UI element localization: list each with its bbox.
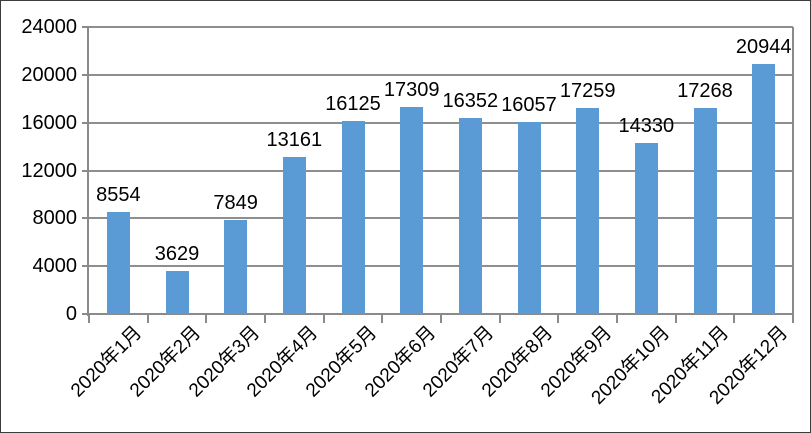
x-axis-label-m3: 2020年3月 [184,322,264,402]
x-axis-label-m1: 2020年1月 [67,322,147,402]
y-axis-line [87,27,89,316]
bar-value-label-m7: 16352 [442,90,499,113]
x-axis-label-m6: 2020年6月 [360,322,440,402]
y-axis-tick-label: 0 [65,303,77,325]
x-axis-tick [674,315,677,323]
x-axis-tick [792,315,794,323]
gridline-20000 [89,73,793,76]
bar-value-label-m11: 17268 [677,79,733,102]
bar-value-label-m6: 17309 [383,79,440,101]
y-axis-tick-label: 24000 [21,16,77,38]
x-axis-tick [733,315,736,323]
gridline-16000 [89,121,793,124]
plot-right-border [792,27,794,316]
x-axis-line [87,313,794,315]
bar-m6 [400,107,424,314]
x-axis-tick [557,315,560,323]
bar-m8 [517,121,541,314]
bar-m7 [458,118,482,314]
bar-value-label-m8: 16057 [501,93,557,116]
gridline-8000 [89,217,793,220]
y-axis-tick-label: 12000 [21,159,77,182]
bar-value-label-m9: 17259 [559,79,616,102]
bar-value-label-m5: 16125 [325,93,381,116]
y-axis-tick [82,73,89,76]
y-axis-tick [82,169,89,172]
gridline-12000 [89,169,793,172]
y-axis-tick-label: 16000 [21,111,77,134]
x-axis-label-m8: 2020年8月 [478,322,558,402]
bar-value-label-m10: 14330 [618,114,675,137]
x-axis-tick [322,315,325,323]
x-axis-tick [381,315,384,323]
y-axis-tick-label: 8000 [32,207,78,230]
bar-value-label-m12: 20944 [735,35,792,58]
bar-value-label-m3: 7849 [213,192,258,215]
x-axis-label-m5: 2020年5月 [302,322,382,402]
bar-m3 [224,220,248,314]
x-axis-tick [146,315,149,323]
bar-m4 [282,156,306,314]
bar-value-label-m2: 3629 [154,242,200,265]
y-axis-tick-label: 4000 [32,255,78,278]
gridline-4000 [89,265,793,268]
y-axis-tick-label: 20000 [21,63,77,86]
x-axis-label-m11: 2020年11月 [647,322,734,408]
bar-m2 [165,270,189,314]
y-axis-tick [82,217,89,220]
bar-m10 [634,142,658,314]
bar-value-label-m1: 8554 [96,183,141,206]
y-axis-tick [82,313,89,315]
x-axis-tick [616,315,618,323]
x-axis-label-m4: 2020年4月 [243,322,323,402]
bar-m9 [576,107,600,314]
x-axis-label-m7: 2020年7月 [419,322,499,402]
x-axis-tick [205,315,208,323]
x-axis-tick [440,315,442,323]
x-axis-tick [264,315,266,323]
x-axis-tick [88,315,90,323]
x-axis-label-m12: 2020年12月 [705,322,792,409]
bar-m11 [693,107,717,314]
bar-m1 [106,211,130,314]
x-axis-label-m2: 2020年2月 [126,322,206,402]
x-axis-label-m9: 2020年9月 [536,322,616,402]
bar-value-label-m4: 13161 [266,128,323,151]
bar-m5 [341,121,365,314]
y-axis-tick [82,265,89,268]
gridline-24000 [89,26,793,28]
x-axis-tick [498,315,501,323]
y-axis-tick [82,121,89,124]
bar-m12 [752,63,776,314]
x-axis-label-m10: 2020年10月 [587,322,675,409]
y-axis-tick [82,26,89,28]
